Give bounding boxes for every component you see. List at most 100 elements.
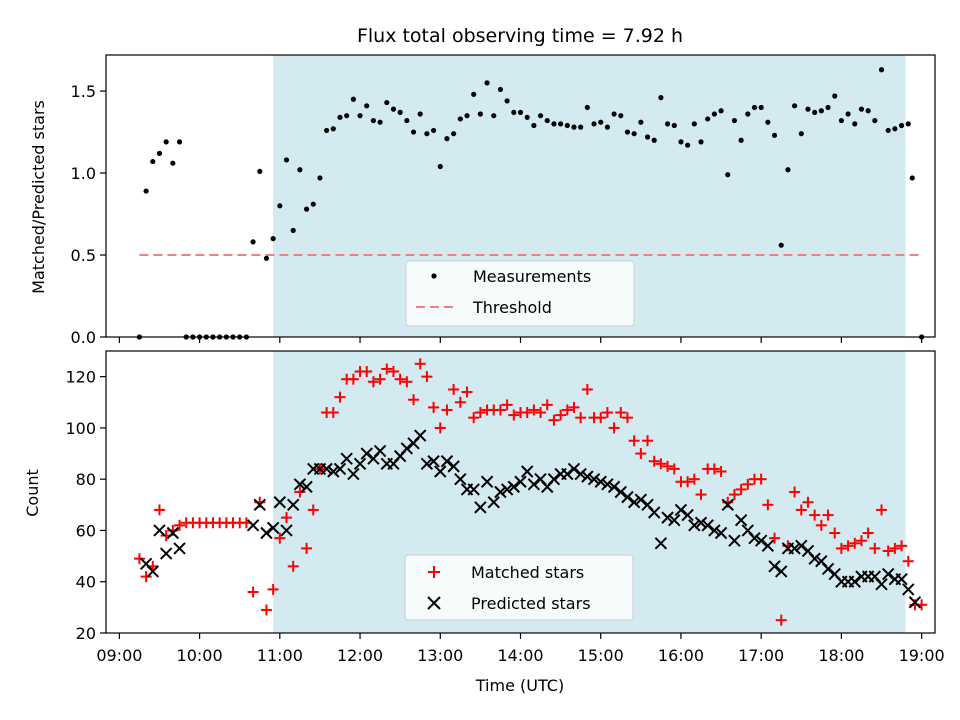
predicted-star-point [688,519,701,532]
matched-star-point [642,435,654,447]
matched-star-point [281,512,293,524]
measurement-point [644,134,651,140]
measurement-point [471,91,477,97]
matched-star-point [715,465,727,477]
measurement-point [350,96,356,102]
measurement-point [457,116,463,122]
matched-star-point [307,504,319,516]
predicted-star-point [300,480,313,494]
measurement-point [578,124,584,130]
measurement-point [156,150,163,156]
x-tick-label: 12:00 [337,646,383,665]
matched-star-point [835,542,847,554]
matched-star-point [775,614,787,626]
matched-star-point [628,435,640,447]
measurement-point [598,119,604,125]
predicted-star-point [146,565,160,578]
predicted-star-point [494,485,507,499]
predicted-star-point [286,498,300,512]
matched-star-point [896,540,908,552]
matched-star-point [795,504,807,516]
predicted-star-point [674,503,688,517]
measurement-point [845,111,851,117]
bottom-axes-frame [105,350,936,634]
predicted-star-point [353,457,367,471]
x-tick-label: 09:00 [96,646,142,665]
top-y-tick-label: 0.0 [71,328,96,347]
matched-star-point [494,404,506,416]
measurement-point [678,139,684,145]
bottom-x-axis: 09:00 10:00 11:00 12:00 13:00 14:00 15:00 16:00… [96,633,945,665]
matched-star-point [428,401,440,413]
measurement-point [604,124,611,130]
predicted-star-point [266,521,280,535]
predicted-star-point [721,498,734,512]
measurement-point [558,121,564,127]
predicted-star-point [454,472,467,486]
matched-star-point [287,560,299,572]
predicted-star-point [280,524,293,537]
predicted-star-point [734,513,748,527]
measurement-point [257,168,263,175]
measurement-point [852,121,858,127]
predicted-star-point [881,567,895,581]
measurement-point [792,103,798,109]
measurement-point [357,113,363,119]
predicted-star-point [153,524,166,537]
measurement-point [878,67,885,73]
measurement-point [544,117,550,124]
measurement-point [283,157,290,163]
x-tick-label: 13:00 [417,646,463,665]
measurement-point [524,114,530,120]
predicted-star-point [293,478,307,491]
measurement-point [909,175,915,181]
matched-star-point [762,499,774,511]
predicted-star-point [621,490,634,504]
predicted-star-point [347,467,360,481]
measurement-point [731,117,738,124]
predicted-star-point [634,493,648,506]
matched-star-point [501,399,513,411]
x-tick-label: 19:00 [899,646,945,665]
measurement-point [865,108,871,114]
predicted-star-point [821,562,835,576]
measurement-point [417,111,423,117]
predicted-star-point [848,575,861,588]
measurement-point [838,117,845,124]
matched-star-point [247,586,259,598]
legend-matched-marker [428,566,440,578]
measurement-point [317,175,323,181]
predicted-star-point [795,539,808,553]
predicted-star-point [748,531,761,545]
bottom-y-axis-label: Count [23,469,42,517]
measurement-point [738,137,744,143]
predicted-star-point [547,472,561,486]
measurement-point [404,117,410,124]
predicted-star-point [761,539,775,553]
predicted-star-point [875,578,888,591]
measurement-point [571,124,577,130]
matched-star-point [347,373,359,385]
matched-star-point [615,407,627,419]
predicted-star-point [420,457,434,471]
matched-star-point [548,414,560,426]
matched-star-point [461,386,473,398]
matched-star-point [755,473,767,485]
matched-star-point [695,489,707,501]
measurement-point [303,206,310,212]
predicted-star-point [166,526,180,540]
predicted-star-point [895,572,908,586]
measurement-point [176,139,183,145]
measurement-point [725,172,731,178]
predicted-star-point [808,552,821,565]
measurement-point [898,122,905,129]
matched-star-point [535,407,547,419]
legend-matched-label: Matched stars [471,563,584,582]
predicted-star-point [487,496,500,509]
measurement-point [618,113,624,119]
measurement-point [377,119,383,125]
predicted-star-point [414,429,427,442]
predicted-star-point [253,498,266,512]
measurement-point [671,122,677,129]
x-tick-label: 10:00 [177,646,223,665]
